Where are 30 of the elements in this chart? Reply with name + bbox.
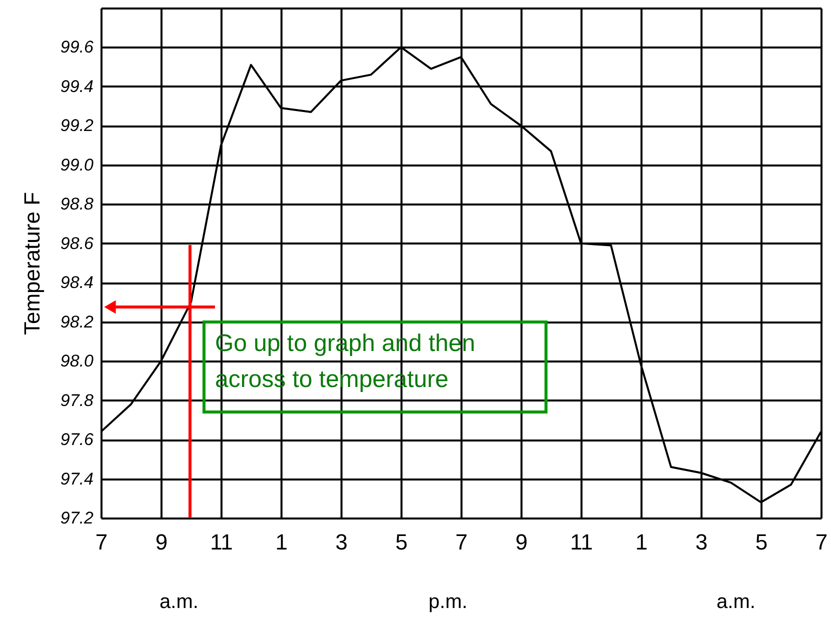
- text: p.m.: [428, 591, 468, 613]
- y-tick-label: 97.6: [60, 430, 94, 450]
- y-tick-label: 97.4: [60, 469, 94, 488]
- x-tick-label: 9: [155, 530, 168, 554]
- y-tick-label: 99.6: [60, 38, 94, 57]
- x-tick-label: 7: [455, 530, 468, 554]
- y-tick-label: 98.0: [60, 352, 94, 371]
- y-tick-label: 99.0: [60, 155, 94, 174]
- y-tick-label: 97.2: [60, 508, 94, 528]
- x-tick-label: 7: [95, 530, 108, 554]
- y-tick-label: 98.2: [60, 312, 94, 332]
- x-tick-label: 7: [815, 530, 828, 554]
- x-tick-label: 1: [275, 530, 288, 554]
- x-tick-label: 11: [570, 530, 593, 554]
- x-tick-label: 5: [755, 530, 768, 554]
- x-tick-label: 5: [395, 530, 408, 554]
- y-tick-label: 98.4: [60, 273, 94, 292]
- x-tick-label: 3: [335, 530, 348, 554]
- text: a.m.: [716, 591, 756, 613]
- y-tick-label: 99.4: [60, 76, 94, 96]
- text: a.m.: [160, 591, 198, 613]
- y-axis-title: Temperature F: [19, 192, 44, 336]
- x-tick-label: 11: [210, 530, 233, 554]
- x-tick-label: 9: [515, 530, 528, 554]
- y-tick-label: 99.2: [60, 116, 94, 136]
- y-tick-label: 97.8: [60, 390, 94, 410]
- x-tick-label: 1: [635, 530, 648, 554]
- y-tick-label: 98.6: [60, 234, 94, 253]
- y-tick-label: 98.8: [60, 194, 94, 214]
- x-tick-label: 3: [695, 530, 708, 554]
